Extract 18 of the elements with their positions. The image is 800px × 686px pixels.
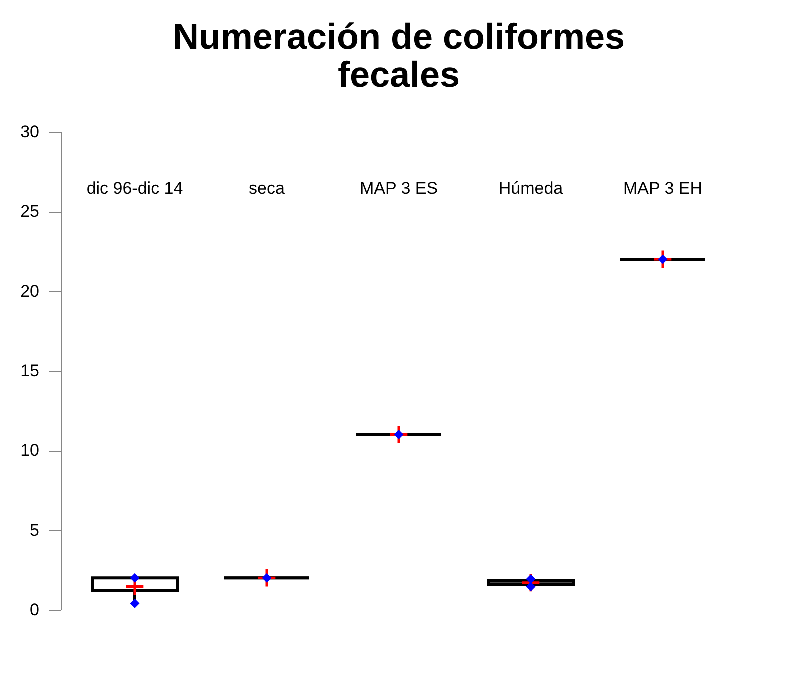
y-tick-label: 20 [20, 282, 40, 301]
y-tick-label: 30 [20, 122, 40, 142]
y-tick-label: 25 [20, 202, 40, 222]
y-tick-label: 5 [30, 520, 40, 540]
x-tick-label: MAP 3 EH [623, 179, 703, 198]
text: fecales [338, 54, 460, 95]
y-tick-label: 15 [20, 362, 40, 380]
x-tick-label: seca [249, 179, 286, 198]
point [130, 598, 140, 608]
y-tick-label: 0 [30, 600, 40, 620]
text: Numeración de coliformes [172, 16, 626, 57]
point [526, 574, 536, 584]
point [130, 573, 140, 583]
x-tick-label: MAP 3 ES [360, 179, 438, 198]
x-tick-label: dic 96-dic 14 [86, 179, 184, 198]
x-tick-label: Húmeda [498, 179, 564, 198]
y-tick-label: 10 [20, 441, 40, 460]
point [526, 582, 536, 592]
